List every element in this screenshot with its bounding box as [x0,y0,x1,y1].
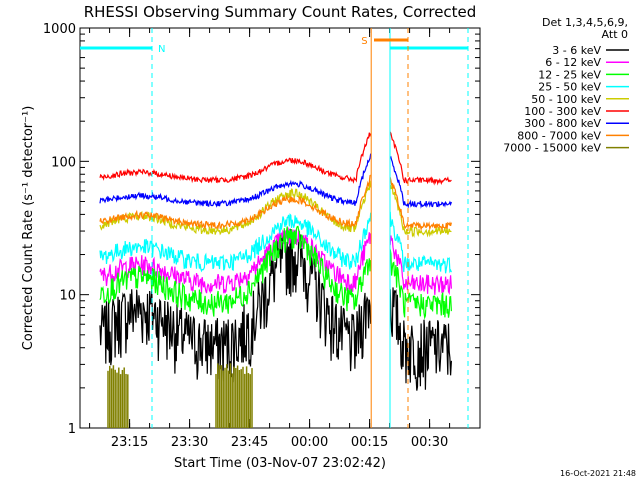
x-tick-label: 00:00 [291,435,328,450]
series-2-line [99,225,452,320]
series-3-line [99,211,452,274]
x-tick-label: 23:45 [231,435,268,450]
y-axis-label: Corrected Count Rate (s⁻¹ detector⁻¹) [21,106,36,351]
y-tick-label: 100 [51,155,76,170]
plot-frame [79,27,481,429]
x-tick-label: 23:30 [171,435,208,450]
legend-label: 25 - 50 keV [538,81,601,94]
legend-label: 6 - 12 keV [545,56,601,69]
x-tick-label: 00:30 [411,435,448,450]
x-axis-label: Start Time (03-Nov-07 23:02:42) [174,456,386,471]
y-tick-label: 1 [68,422,76,437]
legend-label: 300 - 800 keV [524,117,601,130]
series-7-line [99,174,452,232]
legend-title-line1: Det 1,3,4,5,6,9, [542,16,628,29]
x-tick-label: 23:15 [111,435,148,450]
series-6-line [99,153,452,209]
series-0-line [99,228,452,391]
legend-label: 50 - 100 keV [531,93,601,106]
x-tick-label: 00:15 [351,435,388,450]
y-tick-label: 10 [59,289,76,304]
footer-timestamp: 16-Oct-2021 21:48 [560,469,636,478]
legend-label: 100 - 300 keV [524,105,601,118]
legend-label: 7000 - 15000 keV [503,142,601,155]
night-label: N [158,44,165,55]
legend-label: 3 - 6 keV [552,44,601,57]
chart-title: RHESSI Observing Summary Count Rates, Co… [84,3,477,21]
series-5-line [99,131,452,186]
legend-label: 800 - 7000 keV [517,129,601,142]
plot-area: 1 10 100 1000 23:15 23:30 23:45 00:00 00:15 00:30… [43,22,481,450]
legend-label: 12 - 25 keV [538,68,601,81]
series-8 [107,363,253,428]
legend-title-line2: Att 0 [602,28,628,41]
y-tick-label: 1000 [43,22,76,37]
saa-label: S [361,36,367,47]
